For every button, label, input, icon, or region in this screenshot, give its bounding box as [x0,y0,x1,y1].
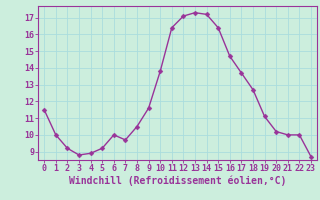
X-axis label: Windchill (Refroidissement éolien,°C): Windchill (Refroidissement éolien,°C) [69,176,286,186]
